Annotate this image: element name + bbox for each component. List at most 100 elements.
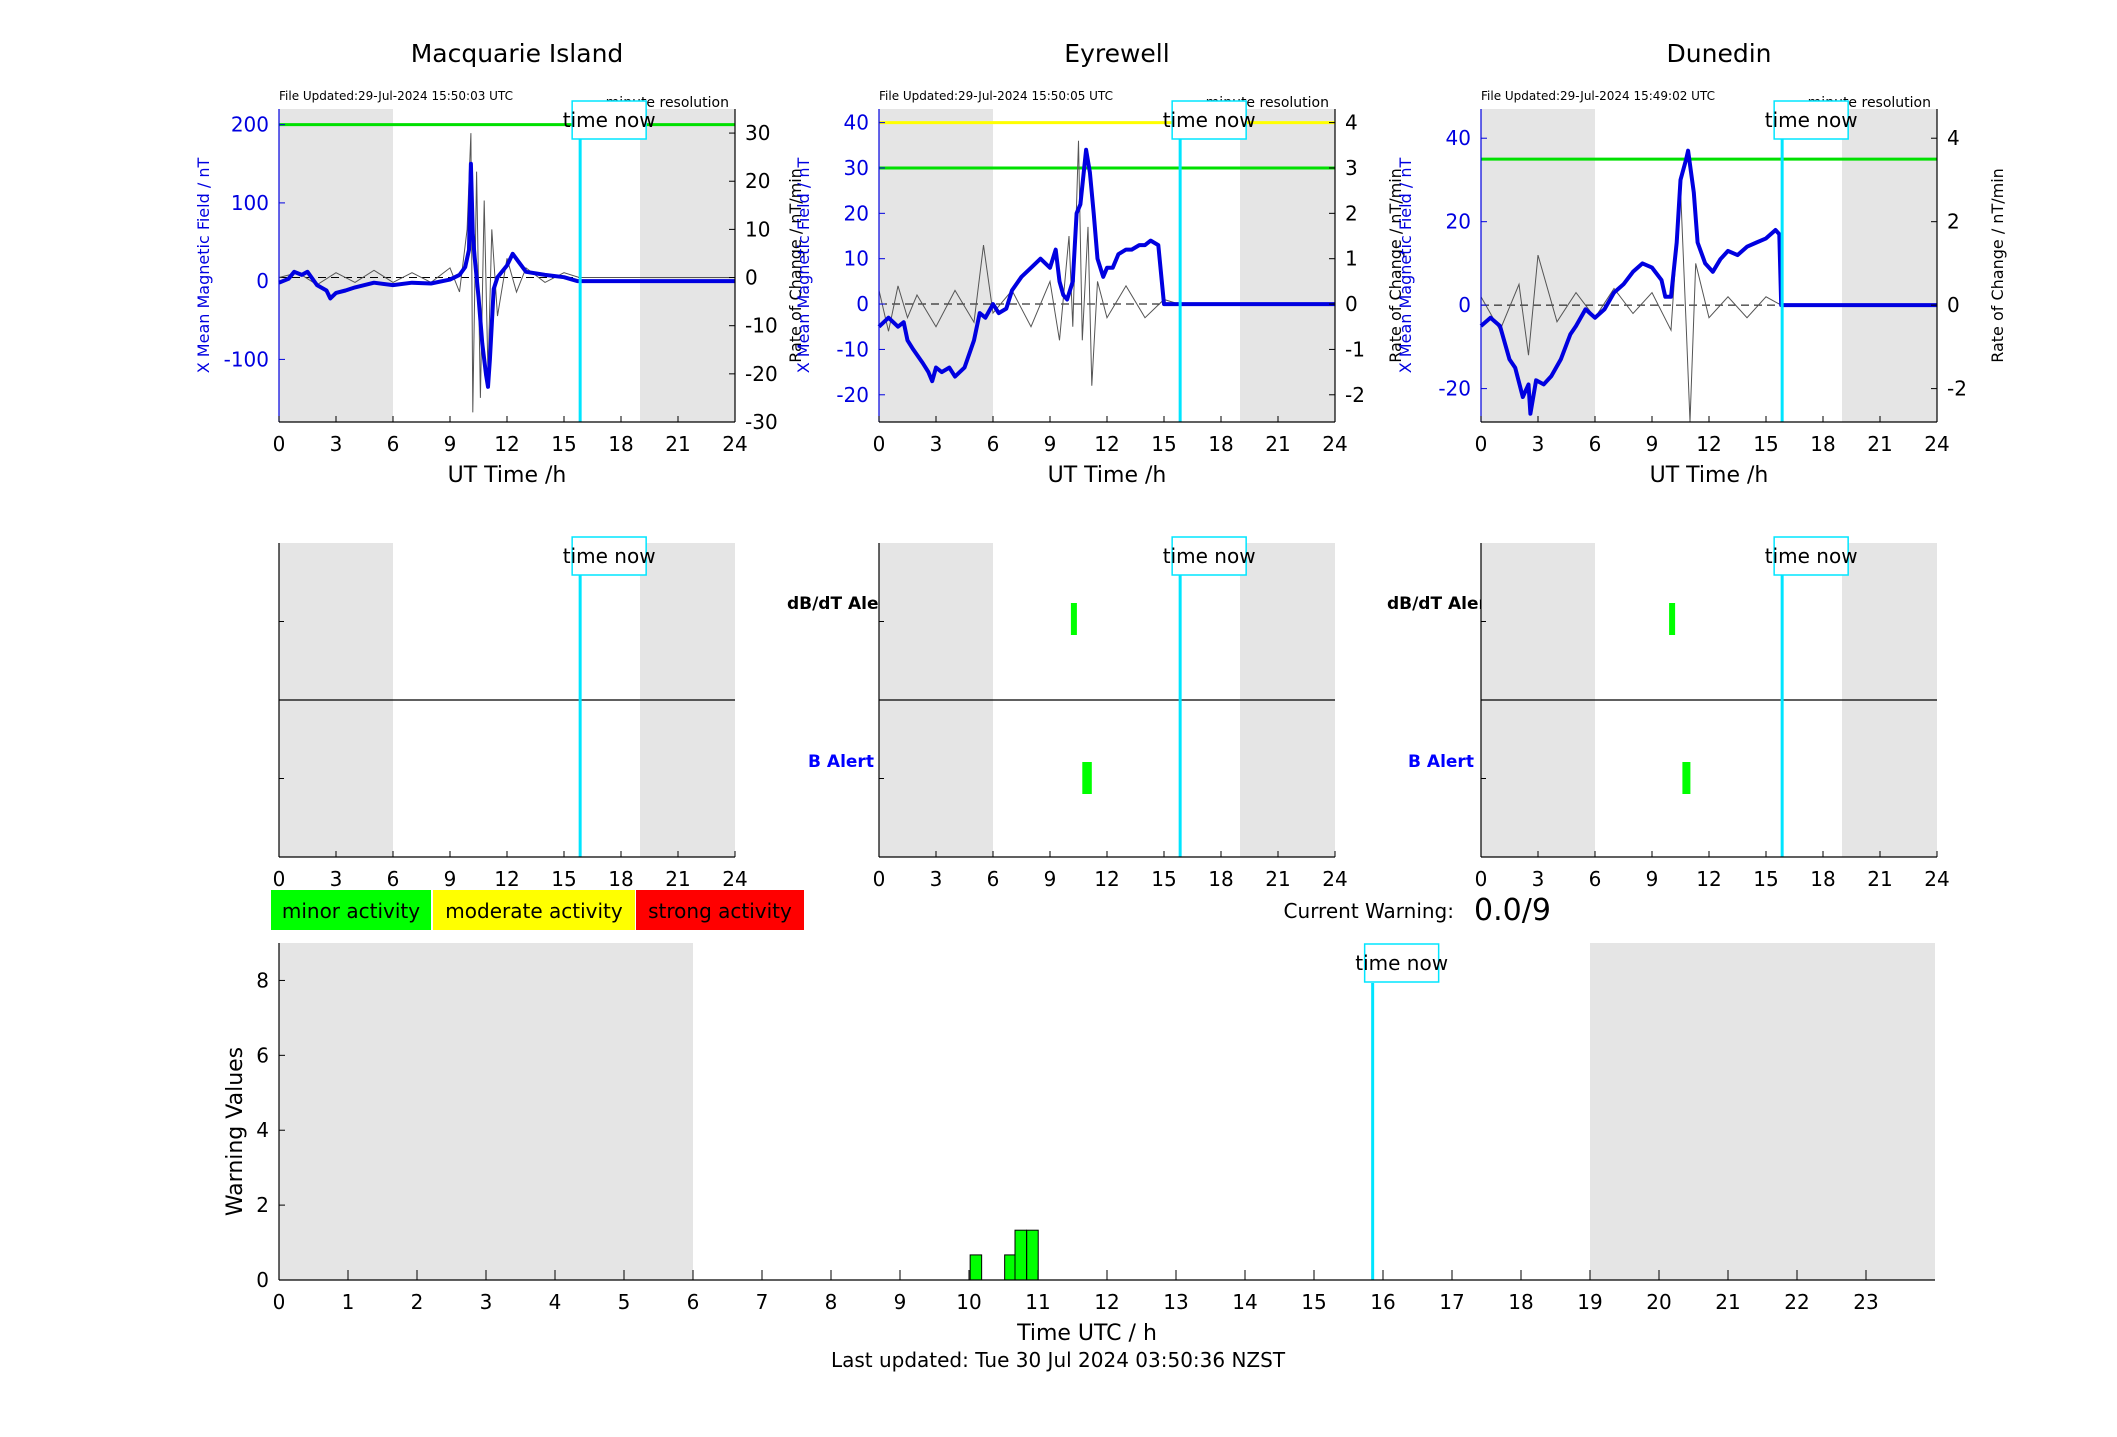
dbdt-alert-bar (1070, 603, 1077, 635)
x-tick-label: 9 (1044, 867, 1057, 891)
x-tick-label: 3 (330, 867, 343, 891)
x-tick-label: 10 (956, 1290, 981, 1314)
x-tick-label: 21 (1265, 432, 1290, 456)
x-tick-label: 3 (330, 432, 343, 456)
file-updated-text: File Updated:29-Jul-2024 15:50:03 UTC (279, 89, 513, 103)
field-line (877, 147, 1335, 384)
x-tick-label: 3 (480, 1290, 493, 1314)
x-tick-label: 12 (1094, 1290, 1119, 1314)
activity-legend: minor activity moderate activity strong ac… (271, 890, 804, 930)
x-tick-label: 1 (342, 1290, 355, 1314)
right-tick-label: 1 (1345, 247, 1358, 271)
x-tick-label: 12 (1094, 867, 1119, 891)
x-tick-label: 20 (1646, 1290, 1671, 1314)
x-tick-label: 21 (1715, 1290, 1740, 1314)
b-alert-label: B Alert (808, 752, 874, 772)
left-tick-label: -20 (836, 383, 869, 407)
x-tick-label: 0 (1475, 867, 1488, 891)
x-tick-label: 23 (1853, 1290, 1878, 1314)
left-tick-label: 20 (844, 201, 869, 225)
warning-bar (969, 1254, 983, 1281)
station-field-panels: Macquarie Island File Updated:29-Jul-2024… (194, 39, 2007, 488)
x-tick-label: 15 (551, 432, 576, 456)
x-tick-label: 21 (665, 867, 690, 891)
legend-swatch (433, 890, 635, 930)
x-axis-label: Time UTC / h (1016, 1321, 1157, 1346)
warning-bar (1014, 1229, 1027, 1281)
legend-label: strong activity (648, 899, 792, 923)
x-tick-label: 18 (1810, 432, 1835, 456)
x-tick-label: 15 (1753, 867, 1778, 891)
x-tick-label: 24 (722, 867, 747, 891)
warning-bar (1026, 1229, 1039, 1281)
x-tick-label: 12 (494, 432, 519, 456)
x-tick-label: 0 (1475, 432, 1488, 456)
right-tick-label: 20 (745, 169, 770, 193)
station-panel-1: Eyrewell File Updated:29-Jul-2024 15:50:0… (794, 39, 1405, 488)
x-tick-label: 17 (1439, 1290, 1464, 1314)
x-tick-label: 3 (930, 867, 943, 891)
y-axis-label: Warning Values (223, 1047, 248, 1216)
x-tick-label: 0 (273, 1290, 286, 1314)
x-tick-label: 24 (1924, 867, 1949, 891)
right-tick-label: 2 (1947, 210, 1960, 234)
left-tick-label: 100 (231, 191, 269, 215)
time-now-label: time now (1163, 544, 1256, 568)
legend-swatch (271, 890, 431, 930)
left-tick-label: -100 (224, 347, 269, 371)
x-axis-label: UT Time /h (1650, 463, 1769, 488)
time-now-label: time now (563, 108, 656, 132)
x-tick-label: 6 (987, 867, 1000, 891)
rate-of-change-line (1480, 188, 1937, 423)
x-tick-label: 6 (987, 432, 1000, 456)
dbdt-alert-label: dB/dT Alert (1387, 594, 1495, 614)
x-tick-label: 3 (1532, 432, 1545, 456)
file-updated-text: File Updated:29-Jul-2024 15:49:02 UTC (1481, 89, 1715, 103)
right-tick-label: -1 (1345, 337, 1365, 361)
x-tick-label: 9 (444, 432, 457, 456)
time-now-label: time now (563, 544, 656, 568)
x-tick-label: 16 (1370, 1290, 1395, 1314)
warning-bar (1004, 1254, 1017, 1281)
x-tick-label: 0 (873, 432, 886, 456)
last-updated-footer: Last updated: Tue 30 Jul 2024 03:50:36 N… (831, 1348, 1286, 1372)
x-tick-label: 6 (387, 867, 400, 891)
legend-label: moderate activity (445, 899, 623, 923)
right-tick-label: -20 (745, 362, 778, 386)
x-tick-label: 5 (618, 1290, 631, 1314)
right-axis-label: Rate of Change / nT/min (786, 168, 805, 363)
time-now-box (1171, 100, 1247, 140)
x-tick-label: 9 (894, 1290, 907, 1314)
right-tick-label: 0 (1345, 292, 1358, 316)
left-tick-label: 30 (844, 156, 869, 180)
time-now-box (571, 536, 647, 576)
current-warning-label: Current Warning: (1284, 899, 1454, 923)
b-alert-bar (1682, 762, 1691, 794)
right-tick-label: -30 (745, 410, 778, 434)
x-tick-label: 24 (1322, 432, 1347, 456)
night-shade (879, 109, 993, 422)
x-tick-label: 22 (1784, 1290, 1809, 1314)
x-tick-label: 12 (1094, 432, 1119, 456)
x-tick-label: 18 (1508, 1290, 1533, 1314)
legend-label: minor activity (282, 899, 420, 923)
left-tick-label: 0 (856, 292, 869, 316)
x-tick-label: 12 (1696, 867, 1721, 891)
b-alert-label: B Alert (1408, 752, 1474, 772)
right-tick-label: 4 (1947, 126, 1960, 150)
x-tick-label: 11 (1025, 1290, 1050, 1314)
station-title: Dunedin (1667, 39, 1772, 68)
left-tick-label: 0 (256, 269, 269, 293)
x-tick-label: 3 (930, 432, 943, 456)
x-tick-label: 24 (1924, 432, 1949, 456)
x-tick-label: 21 (1867, 432, 1892, 456)
right-tick-label: 0 (1947, 293, 1960, 317)
x-tick-label: 3 (1532, 867, 1545, 891)
station-alert-panels: time now 0 3 6 9 12 15 18 21 24 dB/dT Alert B Alert… (273, 536, 1950, 891)
right-tick-label: -10 (745, 314, 778, 338)
time-now-box (1171, 536, 1247, 576)
x-tick-label: 0 (873, 867, 886, 891)
station-panel-0: Macquarie Island File Updated:29-Jul-2024… (194, 39, 805, 488)
y-tick-label: 6 (256, 1043, 269, 1067)
